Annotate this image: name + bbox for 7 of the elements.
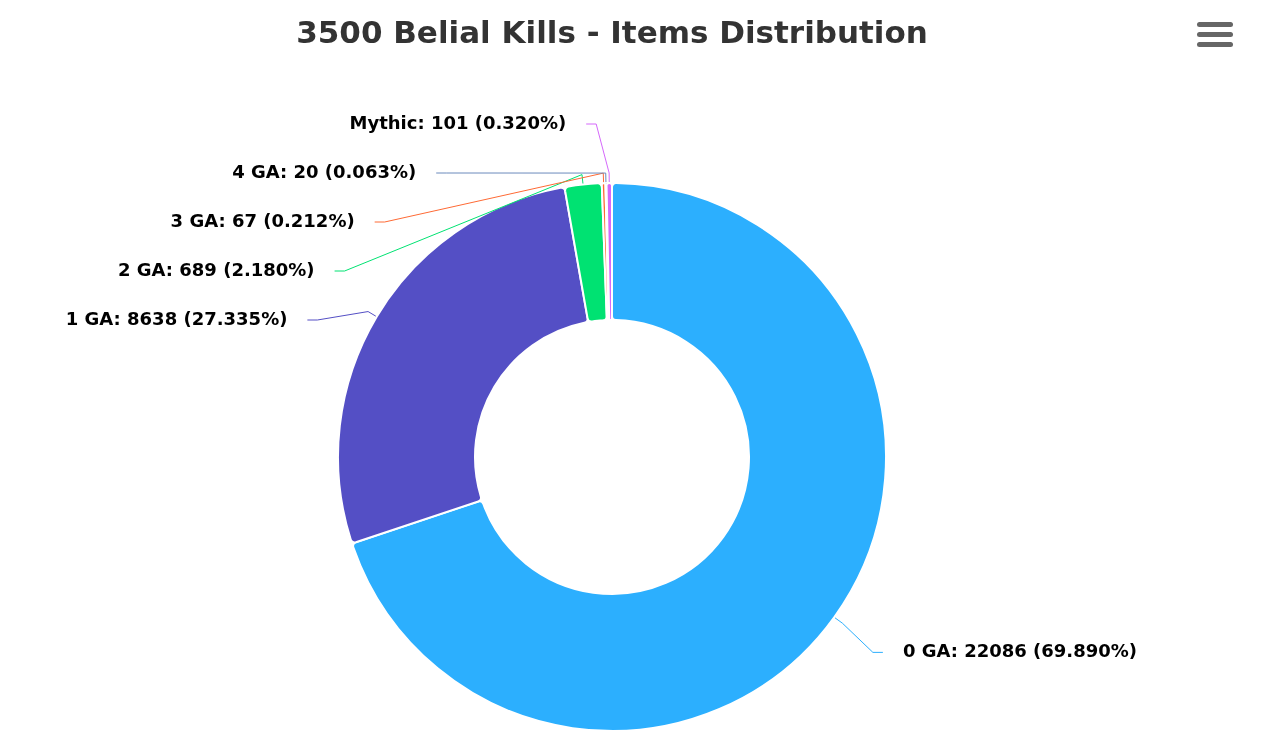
slice-label: 3 GA: 67 (0.212%) (170, 209, 355, 231)
slice-label: 1 GA: 8638 (27.335%) (65, 307, 288, 329)
slice-label: 4 GA: 20 (0.063%) (232, 160, 417, 182)
slice-label: Mythic: 101 (0.320%) (349, 111, 567, 133)
slice-label: 2 GA: 689 (2.180%) (118, 258, 315, 280)
slice-label: 0 GA: 22086 (69.890%) (902, 640, 1138, 662)
chart-title: 3500 Belial Kills - Items Distribution (295, 14, 929, 50)
